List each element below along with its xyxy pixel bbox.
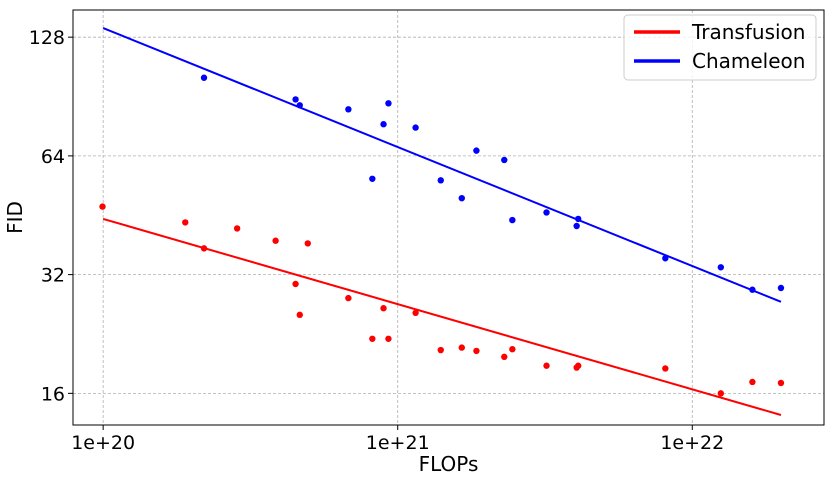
data-point-chameleon [345,106,352,113]
y-tick-label: 16 [41,383,65,405]
data-point-chameleon [380,121,387,128]
data-point-transfusion [575,362,582,369]
fit-lines [102,27,782,416]
x-axis-label: FLOPs [419,452,479,476]
x-tick-label: 1e+21 [366,432,430,454]
data-point-transfusion [369,335,376,342]
data-point-transfusion [200,245,208,252]
data-point-chameleon [749,286,756,293]
data-point-transfusion [501,353,508,361]
data-point-chameleon [292,96,299,103]
data-point-chameleon [501,156,508,164]
data-point-transfusion [233,225,241,232]
data-point-chameleon [369,175,376,182]
x-tick-label: 1e+22 [660,432,724,454]
plot-frame [72,9,825,426]
x-tick-label: 1e+20 [71,432,135,454]
data-point-transfusion [543,362,550,369]
data-point-chameleon [717,264,725,271]
data-point-chameleon [662,255,669,262]
y-tick-label: 128 [29,27,65,49]
legend-label-chameleon: Chameleon [692,49,805,73]
data-point-transfusion [717,390,725,397]
data-point-chameleon [412,124,419,131]
grid-lines [73,10,824,425]
data-point-chameleon [437,177,444,184]
data-point-transfusion [749,378,756,386]
data-point-chameleon [473,147,480,154]
data-point-transfusion [304,240,311,247]
axis-ticks: 1e+20 1e+21 1e+22 16 32 64 128 [29,27,724,454]
legend-label-transfusion: Transfusion [691,20,805,44]
data-point-transfusion [509,346,516,353]
data-points [99,74,785,397]
data-point-transfusion [345,294,352,302]
data-point-chameleon [777,284,785,292]
data-point-chameleon [573,222,580,230]
data-point-chameleon [575,215,582,223]
data-point-chameleon [296,102,303,109]
data-point-transfusion [385,335,392,342]
data-point-transfusion [473,347,480,355]
data-point-transfusion [272,237,279,244]
y-tick-label: 64 [41,146,65,168]
data-point-transfusion [292,280,299,288]
data-point-chameleon [509,216,516,224]
data-point-transfusion [662,365,669,372]
fit-line-chameleon [102,27,782,303]
fit-line-transfusion [102,217,782,416]
data-point-transfusion [437,346,444,354]
data-point-chameleon [458,194,465,202]
data-point-transfusion [380,305,387,312]
legend: Transfusion Chameleon [623,14,817,81]
data-point-chameleon [543,209,550,216]
y-axis-label: FID [3,201,27,234]
data-point-transfusion [99,203,106,210]
data-point-transfusion [458,344,465,351]
data-point-transfusion [777,379,785,387]
data-point-transfusion [412,309,419,317]
data-point-chameleon [385,100,392,107]
data-point-transfusion [296,311,303,319]
data-point-transfusion [182,219,189,226]
y-tick-label: 32 [41,265,65,287]
data-point-chameleon [200,74,208,81]
